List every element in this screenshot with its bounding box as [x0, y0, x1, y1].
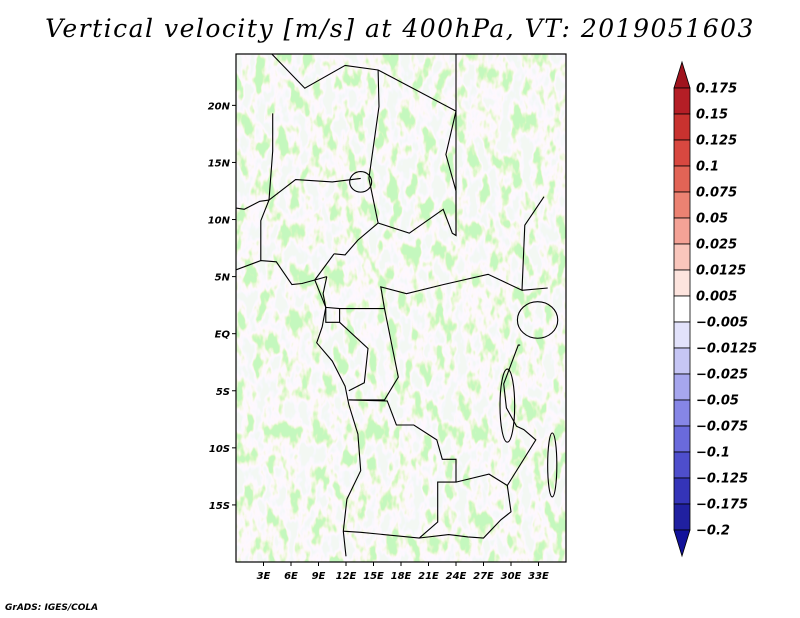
colorbar-level-label: 0.0125 — [696, 264, 746, 279]
colorbar-level-label: 0.075 — [696, 186, 737, 201]
colorbar-level-label: 0.175 — [696, 82, 737, 97]
vertical-velocity-field — [236, 54, 566, 562]
boundary-line — [339, 321, 369, 392]
lon-tick-label: 6E — [284, 571, 298, 582]
colorbar-level-label: 0.1 — [696, 160, 719, 175]
lon-tick-label: 12E — [336, 571, 357, 582]
boundary-line — [271, 54, 457, 113]
latitude-axis: 20N 15N 10N 5N EQ 5S 10S 15S — [208, 101, 236, 512]
boundary-line — [260, 199, 270, 261]
lon-tick-label: 27E — [473, 571, 494, 582]
colorbar-level-label: 0.025 — [696, 238, 737, 253]
colorbar-swatch — [673, 191, 691, 219]
colorbar-swatch — [673, 503, 691, 531]
lat-tick-label: 15N — [208, 158, 231, 169]
country-boundaries — [236, 54, 559, 557]
boundary-line — [419, 473, 512, 539]
colorbar-swatch — [673, 113, 691, 141]
colorbar-level-label: −0.2 — [696, 524, 730, 539]
grads-credit: GrADS: IGES/COLA — [5, 603, 99, 613]
lat-tick-label: 10S — [209, 444, 230, 455]
boundary-line — [334, 178, 379, 256]
colorbar-swatch — [673, 269, 691, 297]
colorbar-level-label: −0.1 — [696, 446, 730, 461]
colorbar-swatch — [673, 295, 691, 323]
colorbar-swatch — [673, 87, 691, 115]
boundary-line — [268, 113, 361, 202]
lat-tick-label: EQ — [215, 330, 231, 341]
colorbar-level-label: −0.075 — [696, 420, 748, 435]
colorbar-swatch — [673, 243, 691, 271]
colorbar-level-label: −0.125 — [696, 472, 748, 487]
colorbar-level-label: −0.05 — [696, 394, 739, 409]
lat-tick-label: 15S — [209, 501, 230, 512]
colorbar-swatch — [673, 347, 691, 375]
boundary-line — [325, 307, 341, 323]
boundary-line — [521, 287, 548, 291]
colorbar-swatch — [673, 477, 691, 505]
boundary-line — [314, 196, 545, 310]
colorbar-swatch — [673, 399, 691, 427]
colorbar-level-label: −0.005 — [696, 316, 748, 331]
lon-tick-label: 9E — [312, 571, 326, 582]
lon-tick-label: 30E — [501, 571, 522, 582]
lat-tick-label: 5N — [215, 273, 231, 284]
colorbar-swatch — [673, 321, 691, 349]
colorbar-level-label: 0.05 — [696, 212, 728, 227]
colorbar-level-label: 0.15 — [696, 108, 728, 123]
colorbar-top-triangle — [673, 60, 691, 89]
lon-tick-label: 3E — [257, 571, 271, 582]
boundary-line — [368, 69, 380, 179]
colorbar-swatch — [673, 373, 691, 401]
colorbar-level-label: 0.005 — [696, 290, 737, 305]
colorbar-level-label: −0.175 — [696, 498, 748, 513]
colorbar-level-label: −0.0125 — [696, 342, 757, 357]
lat-tick-label: 10N — [208, 216, 231, 227]
chart-title: Vertical velocity [m/s] at 400hPa, VT: 2… — [45, 14, 755, 43]
colorbar-swatch — [673, 451, 691, 479]
boundary-line — [503, 344, 537, 486]
lake-outline — [516, 301, 559, 339]
lon-tick-label: 21E — [418, 571, 439, 582]
lake-outline — [349, 171, 373, 193]
colorbar-swatch — [673, 139, 691, 167]
colorbar-bottom-triangle — [673, 529, 691, 558]
lon-tick-label: 24E — [446, 571, 467, 582]
lake-outline — [499, 368, 516, 443]
lake-outline — [547, 432, 558, 498]
lat-tick-label: 20N — [208, 101, 231, 112]
lon-tick-label: 18E — [391, 571, 412, 582]
colorbar-swatch — [673, 165, 691, 193]
boundary-line — [445, 110, 457, 236]
longitude-axis: 3E 6E 9E 12E 15E 18E 21E 24E 27E 30E 33E — [257, 562, 549, 582]
boundary-line — [236, 199, 270, 210]
colorbar-swatch — [673, 217, 691, 245]
lon-tick-label: 15E — [363, 571, 384, 582]
boundary-line — [316, 276, 362, 557]
colorbar-level-label: 0.125 — [696, 134, 737, 149]
colorbar-swatch — [673, 425, 691, 453]
colorbar-level-label: −0.025 — [696, 368, 748, 383]
lon-tick-label: 33E — [528, 571, 549, 582]
lat-tick-label: 5S — [216, 387, 230, 398]
